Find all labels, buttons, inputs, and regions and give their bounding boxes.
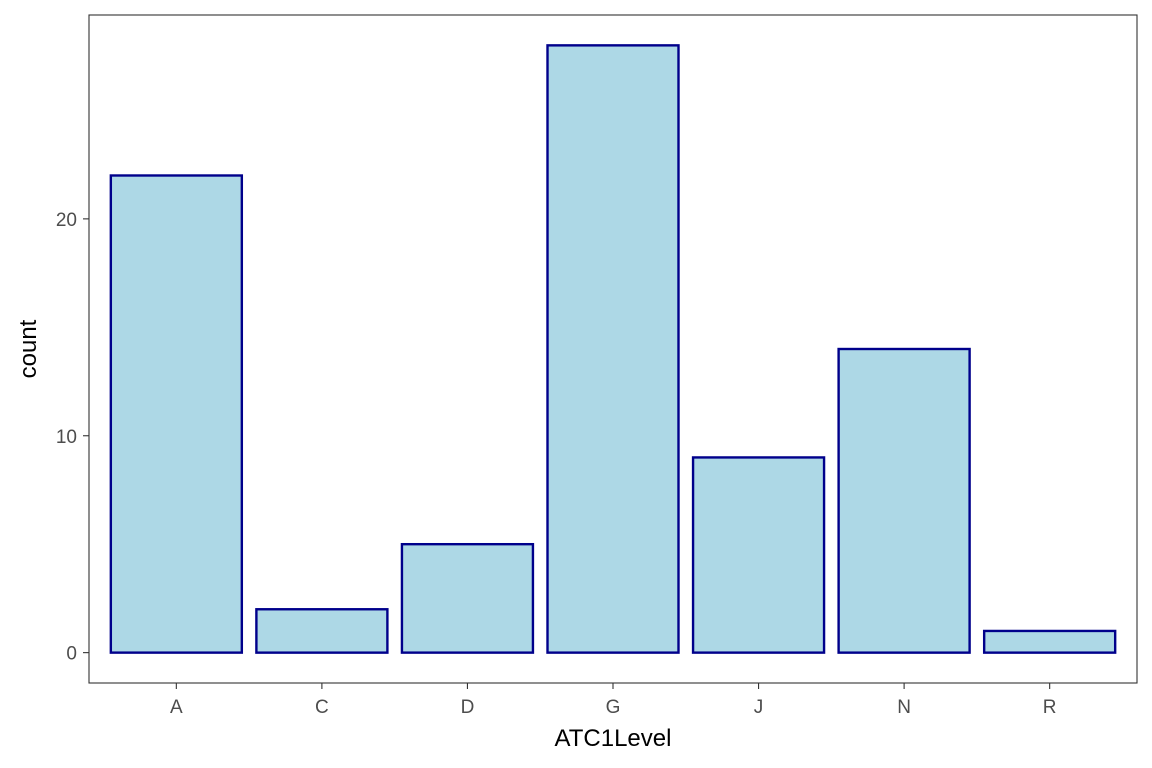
- x-tick-label: A: [170, 697, 183, 718]
- x-axis-title: ATC1Level: [555, 725, 672, 752]
- x-tick-label: D: [461, 697, 475, 718]
- x-tick-label: C: [315, 697, 329, 718]
- bar-G: [546, 44, 680, 654]
- bar-A: [109, 174, 244, 654]
- bar-C: [255, 608, 389, 654]
- x-tick-label: N: [897, 697, 911, 718]
- y-tick-label: 10: [56, 427, 77, 448]
- x-tick-label: J: [754, 697, 764, 718]
- x-tick-label: R: [1043, 697, 1057, 718]
- bar-R: [982, 629, 1117, 654]
- bar-J: [691, 456, 826, 654]
- y-tick-label: 20: [56, 210, 77, 231]
- bar-D: [400, 542, 535, 654]
- bar-N: [837, 347, 971, 654]
- bars-group: [109, 44, 1117, 654]
- y-axis: 0 10 20: [56, 210, 89, 665]
- y-axis-title: count: [15, 319, 42, 378]
- x-tick-label: G: [606, 697, 621, 718]
- y-tick-label: 0: [66, 644, 77, 665]
